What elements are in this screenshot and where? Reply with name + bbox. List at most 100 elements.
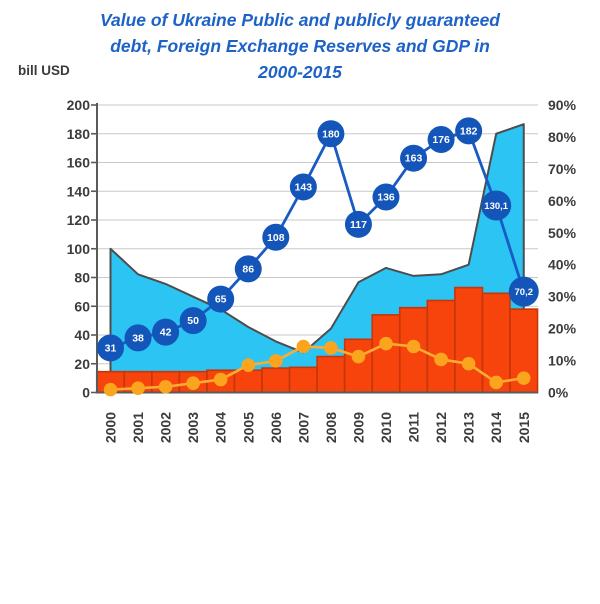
gdp-bubble-label: 176	[432, 134, 450, 146]
debt-bar	[371, 314, 401, 394]
chart-legend: Public and publicly guaranteed debt ,% o…	[0, 485, 600, 604]
gdp-bubble-label: 130,1	[484, 201, 508, 212]
gdp-bubble-label: 70,2	[515, 287, 534, 298]
fx-dot	[213, 372, 228, 387]
left-axis-label: 0	[82, 385, 90, 401]
left-axis-label: 160	[67, 155, 91, 171]
left-axis-label: 120	[67, 212, 91, 228]
fx-dot	[516, 371, 531, 385]
x-axis-year-label: 2009	[350, 412, 366, 443]
right-axis-label: 0%	[548, 385, 569, 401]
fx-dot	[379, 336, 393, 351]
gdp-bubble-label: 108	[267, 232, 285, 244]
fx-dot	[461, 356, 476, 371]
gdp-bubble	[508, 276, 539, 307]
x-axis-year-label: 2001	[130, 412, 146, 443]
fx-dot	[324, 341, 338, 355]
fx-dot	[351, 349, 366, 364]
x-axis-year-label: 2013	[461, 412, 477, 443]
gdp-bubble	[427, 126, 455, 153]
gdp-bubble	[97, 334, 124, 362]
debt-bar	[426, 299, 456, 394]
debt-bar	[261, 367, 291, 394]
gdp-bubble	[455, 117, 483, 145]
fx-dot	[186, 376, 200, 390]
gdp-bubble-label: 180	[322, 128, 340, 140]
fx-dot	[131, 381, 145, 395]
gdp-bubble	[234, 255, 262, 283]
right-axis-label: 10%	[548, 353, 577, 369]
chart-title: Value of Ukraine Public and publicly gua…	[0, 7, 600, 85]
right-axis-label: 70%	[548, 161, 577, 177]
gdp-bubble-label: 50	[187, 315, 199, 327]
x-axis-year-label: 2012	[433, 412, 449, 443]
x-axis-year-label: 2005	[240, 412, 256, 443]
left-axis-label: 40	[74, 327, 90, 343]
gdp-line	[110, 129, 526, 350]
x-axis-year-label: 2007	[295, 412, 311, 443]
chart-title-line3: 2000-2015	[258, 62, 342, 82]
gdp-bubble-label: 143	[295, 181, 313, 193]
gdp-bubble	[124, 324, 152, 352]
left-axis-unit-label: bill USD	[18, 63, 70, 78]
gdp-bubble	[207, 285, 235, 313]
x-axis-year-label: 2003	[185, 412, 201, 443]
gdp-bubble	[344, 210, 372, 238]
chart-title-line1: Value of Ukraine Public and publicly gua…	[100, 10, 500, 30]
fx-dot	[434, 352, 448, 367]
gdp-bubble-label: 136	[377, 192, 395, 204]
fx-dot	[296, 339, 311, 354]
left-axis-label: 180	[67, 126, 91, 142]
x-axis-year-label: 2015	[516, 412, 532, 443]
gdp-bubble	[289, 173, 317, 201]
x-axis-year-label: 2008	[323, 412, 339, 443]
fx-dot	[103, 382, 118, 397]
gdp-bubble-label: 86	[242, 263, 254, 275]
debt-bar	[343, 338, 374, 394]
x-axis-year-label: 2002	[158, 412, 174, 443]
debt-bar	[288, 366, 318, 394]
gdp-bubble	[317, 120, 345, 148]
gdp-bubble	[262, 223, 290, 251]
fx-dot	[158, 379, 173, 394]
debt-bar	[454, 286, 484, 394]
gdp-bubble-label: 117	[350, 219, 367, 231]
gdp-bubble	[400, 144, 428, 172]
gdp-bubble	[372, 183, 400, 211]
left-axis-label: 80	[74, 270, 90, 286]
fx-dot	[269, 354, 283, 368]
left-axis-label: 200	[67, 97, 91, 113]
right-axis-label: 20%	[548, 321, 577, 337]
x-axis-year-label: 2011	[406, 412, 422, 443]
left-axis-label: 100	[67, 241, 91, 257]
right-axis-label: 30%	[548, 289, 577, 305]
debt-bar	[233, 369, 263, 394]
left-axis-label: 60	[74, 298, 90, 314]
x-axis-year-label: 2006	[268, 412, 284, 443]
fx-dot	[489, 375, 504, 390]
left-axis-label: 140	[67, 183, 91, 199]
gdp-bubble-label: 65	[215, 294, 227, 306]
right-axis-label: 50%	[548, 225, 577, 241]
gdp-bubble-label: 38	[132, 332, 144, 344]
gdp-bubble-label: 42	[160, 327, 172, 339]
debt-bar	[316, 355, 346, 394]
fx-line	[110, 342, 524, 391]
chart-title-line2: debt, Foreign Exchange Reserves and GDP …	[110, 36, 490, 56]
x-axis-year-label: 2014	[488, 412, 504, 443]
x-axis-year-label: 2010	[378, 412, 394, 443]
right-axis-label: 80%	[548, 129, 577, 145]
gdp-bubble	[481, 190, 512, 221]
right-axis-label: 40%	[548, 257, 577, 273]
fx-dot	[406, 339, 421, 354]
right-axis-label: 90%	[548, 97, 577, 113]
gdp-bubble-label: 31	[105, 342, 117, 354]
fx-dot	[241, 358, 256, 372]
gdp-bubble	[179, 307, 207, 335]
chart-svg: 31 38 42 50 65 86 108 143 180 117 136 163 176 182 130,…	[67, 97, 577, 443]
left-axis-label: 20	[74, 356, 90, 372]
gdp-bubble-label: 182	[460, 125, 478, 137]
x-axis-year-label: 2004	[213, 412, 229, 443]
right-axis-label: 60%	[548, 193, 577, 209]
